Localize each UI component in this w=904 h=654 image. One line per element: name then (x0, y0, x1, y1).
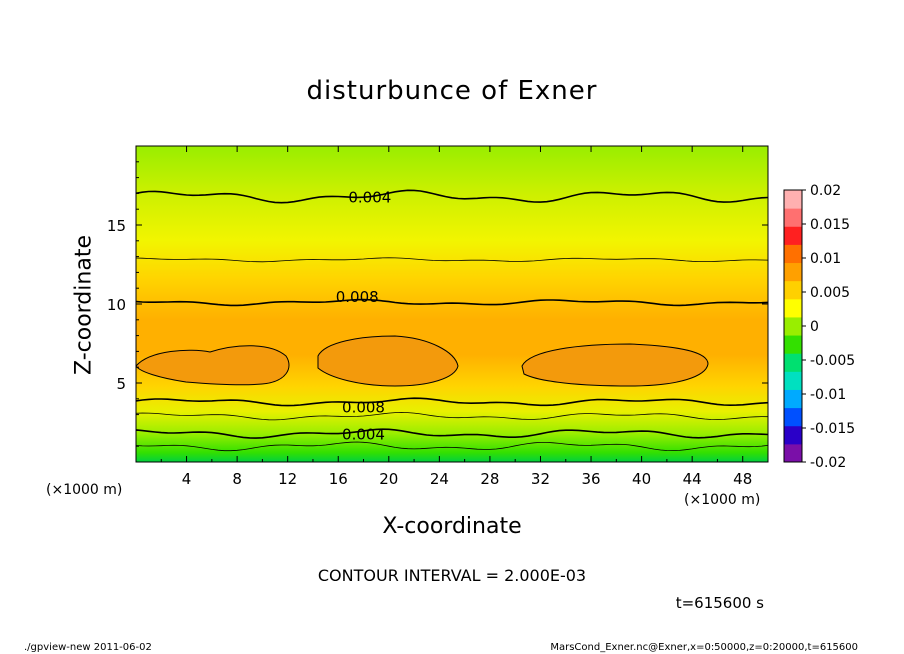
contour-lines (135, 189, 769, 452)
colorbar-swatch (784, 389, 802, 409)
colorbar-swatch (784, 298, 802, 318)
contour-line (135, 411, 769, 421)
colorbar-label: 0.01 (810, 251, 841, 267)
x-tick-label: 48 (733, 470, 752, 488)
x-axis: 4 8 12 16 20 24 28 32 36 40 44 48 (160, 146, 752, 488)
colorbar-label: -0.01 (810, 387, 846, 403)
time-label: t=615600 s (675, 594, 764, 612)
colorbar-swatch (784, 262, 802, 282)
x-tick-label: 36 (581, 470, 600, 488)
x-unit-left: (×1000 m) (46, 482, 123, 498)
y-tick-label: 10 (107, 296, 126, 314)
x-tick-label: 44 (683, 470, 702, 488)
x-tick-label: 16 (329, 470, 348, 488)
colorbar-label: -0.005 (810, 353, 855, 369)
x-tick-label: 12 (278, 470, 297, 488)
x-unit-right: (×1000 m) (684, 492, 761, 508)
y-axis-label: Z-coordinate (71, 235, 97, 375)
colorbar-label: -0.02 (810, 455, 846, 471)
colorbar-swatch (784, 335, 802, 354)
contour-line (135, 397, 769, 407)
colorbar: 0.02 0.015 0.01 0.005 0 -0.005 -0.01 -0.015 -0.0… (783, 183, 855, 471)
contour-label: 0.008 (336, 288, 379, 306)
colorbar-swatch (784, 316, 802, 336)
colorbar-swatch (784, 407, 802, 427)
colorbar-label: 0.005 (810, 285, 850, 301)
contour-label: 0.008 (342, 399, 385, 417)
footer-right: MarsCond_Exner.nc@Exner,x=0:50000,z=0:20… (550, 642, 858, 653)
colorbar-label: 0.02 (810, 183, 841, 199)
colorbar-swatch (784, 280, 802, 300)
colorbar-label: 0 (810, 319, 819, 335)
colorbar-swatch (784, 226, 802, 245)
colorbar-swatch (784, 208, 802, 227)
colorbar-swatch (784, 371, 802, 390)
colorbar-label: -0.015 (810, 421, 855, 437)
colorbar-swatch (784, 190, 802, 209)
contour-line (135, 441, 769, 452)
x-tick-label: 40 (632, 470, 651, 488)
colorbar-swatch (784, 244, 802, 264)
footer-left: ./gpview-new 2011-06-02 (24, 642, 152, 653)
y-tick-label: 15 (107, 217, 126, 235)
x-axis-label: X-coordinate (382, 514, 522, 539)
contour-interval-note: CONTOUR INTERVAL = 2.000E-03 (317, 566, 587, 585)
contour-line (135, 257, 769, 263)
max-region-2 (317, 335, 459, 387)
colorbar-swatch (784, 443, 802, 463)
contour-label: 0.004 (348, 189, 391, 207)
colorbar-label: 0.015 (810, 217, 850, 233)
y-tick-label: 5 (116, 375, 126, 393)
y-axis: 5 10 15 (107, 161, 768, 447)
x-tick-label: 8 (232, 470, 242, 488)
colorbar-swatch (784, 353, 802, 372)
x-tick-label: 4 (182, 470, 192, 488)
colorbar-swatch (784, 425, 802, 445)
x-tick-label: 20 (379, 470, 398, 488)
chart-title: disturbunce of Exner (306, 76, 598, 106)
contour-label: 0.004 (342, 426, 385, 444)
max-region-3 (521, 343, 709, 387)
x-tick-label: 32 (531, 470, 550, 488)
contour-line (135, 298, 769, 307)
max-regions (135, 335, 709, 387)
x-tick-label: 24 (430, 470, 449, 488)
contour-line (135, 428, 769, 439)
x-tick-label: 28 (480, 470, 499, 488)
contour-line (135, 189, 769, 204)
contour-labels: 0.004 0.008 0.008 0.004 (336, 189, 392, 444)
max-region-1 (135, 345, 290, 386)
